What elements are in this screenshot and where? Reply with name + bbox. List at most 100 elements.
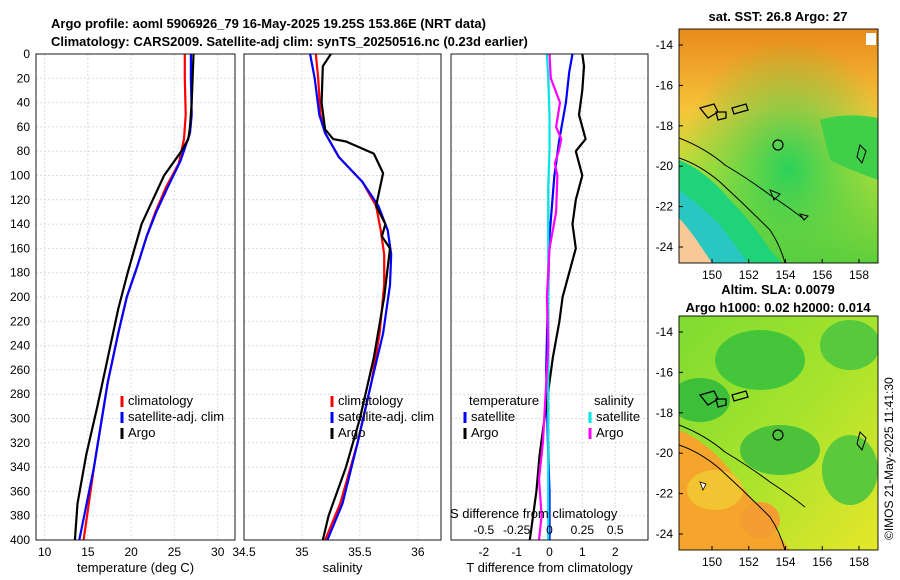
legend-satellite-adj: satellite-adj. clim (338, 409, 434, 424)
lat-tick-label: -14 (656, 325, 674, 339)
lat-tick-label: -24 (656, 527, 674, 541)
depth-tick-label: 180 (10, 266, 30, 280)
lat-tick-label: -16 (656, 78, 674, 92)
figure-title-line1: Argo profile: aoml 5906926_79 16-May-202… (51, 16, 486, 31)
legend-satellite-adj: satellite-adj. clim (128, 409, 224, 424)
plot-frame (450, 53, 649, 541)
difference-legend: temperature satellite Argo salinity sate… (463, 393, 640, 440)
sla-map (679, 316, 878, 550)
depth-tick-label: 400 (10, 533, 30, 547)
x-tick-label: 35 (295, 545, 309, 559)
legend-argo: Argo (128, 425, 155, 440)
lat-tick-label: -18 (656, 119, 674, 133)
sst-map-lon-axis: 150 152 154 156 158 (702, 259, 869, 282)
x-tick-label: 0 (546, 545, 553, 559)
lon-tick-label: 154 (775, 268, 795, 282)
lon-tick-label: 156 (812, 555, 832, 569)
x-tick-label: -1 (511, 545, 522, 559)
series-line-argo (73, 53, 195, 541)
depth-tick-label: 220 (10, 314, 30, 328)
lon-tick-label: 158 (849, 555, 869, 569)
depth-tick-label: 260 (10, 363, 30, 377)
legend-climatology: climatology (128, 393, 194, 408)
lat-tick-label: -22 (656, 200, 674, 214)
s-diff-tick-label: 0.5 (607, 523, 624, 537)
x-axis-label: T difference from climatology (466, 560, 633, 575)
depth-tick-label: 60 (17, 120, 31, 134)
depth-tick-label: 320 (10, 436, 30, 450)
sla-map-title-line2: Argo h1000: 0.02 h2000: 0.014 (686, 300, 872, 315)
depth-tick-label: 100 (10, 169, 30, 183)
temperature-legend: climatology satellite-adj. clim Argo (120, 393, 224, 440)
lat-tick-label: -14 (656, 38, 674, 52)
x-tick-label: 2 (612, 545, 619, 559)
temperature-profile-plot: 10 15 20 25 30 temperature (deg C) (35, 53, 236, 575)
x-tick-label: 34.5 (232, 545, 256, 559)
lat-tick-label: -20 (656, 446, 674, 460)
legend-sal-satellite: satellite (596, 409, 640, 424)
x-tick-label: 10 (38, 545, 52, 559)
sst-map-lat-axis: -14 -16 -18 -20 -22 -24 (656, 38, 683, 254)
legend-climatology: climatology (338, 393, 404, 408)
depth-tick-label: 120 (10, 193, 30, 207)
lat-tick-label: -18 (656, 406, 674, 420)
series-line-argo (320, 53, 392, 541)
depth-tick-label: 360 (10, 484, 30, 498)
sla-map-lat-axis: -14 -16 -18 -20 -22 -24 (656, 325, 683, 541)
depth-axis: 0 20 40 60 80 100 120 140 160 180 200 220 240 260 280 3… (10, 47, 30, 547)
lon-tick-label: 150 (702, 268, 722, 282)
depth-tick-label: 300 (10, 412, 30, 426)
lon-tick-label: 150 (702, 555, 722, 569)
depth-tick-label: 160 (10, 241, 30, 255)
legend-argo: Argo (338, 425, 365, 440)
depth-tick-label: 20 (17, 71, 31, 85)
plot-frame (243, 53, 442, 541)
s-diff-tick-label: 0.25 (571, 523, 595, 537)
depth-tick-label: 380 (10, 509, 30, 523)
sst-map (679, 29, 878, 263)
lon-tick-label: 158 (849, 268, 869, 282)
sla-map-lon-axis: 150 152 154 156 158 (702, 546, 869, 569)
legend-sal-argo: Argo (596, 425, 623, 440)
legend-salinity-title: salinity (594, 393, 634, 408)
depth-tick-label: 40 (17, 96, 31, 110)
x-axis-label: temperature (deg C) (77, 560, 194, 575)
sst-map-frame (678, 28, 879, 264)
s-difference-ticks: -0.5 -0.25 0 0.25 0.5 (473, 523, 623, 537)
legend-temp-satellite: satellite (471, 409, 515, 424)
lat-tick-label: -24 (656, 240, 674, 254)
s-diff-tick-label: -0.5 (473, 523, 494, 537)
depth-tick-label: 340 (10, 460, 30, 474)
sla-map-frame (678, 315, 879, 551)
lat-tick-label: -22 (656, 487, 674, 501)
lat-tick-label: -20 (656, 159, 674, 173)
sst-map-title: sat. SST: 26.8 Argo: 27 (709, 9, 848, 24)
plot-frame (35, 53, 236, 541)
x-axis-label: salinity (323, 560, 363, 575)
difference-profile-plot: -2 -1 0 1 2T difference from climatology (450, 53, 649, 575)
x-tick-label: -2 (478, 545, 489, 559)
series-line-temperature-argo (528, 53, 587, 541)
x-tick-label: 25 (168, 545, 182, 559)
imos-timestamp: ©IMOS 21-May-2025 11:41:30 (882, 377, 896, 540)
lon-tick-label: 154 (775, 555, 795, 569)
salinity-legend: climatology satellite-adj. clim Argo (330, 393, 434, 440)
x-tick-label: 30 (211, 545, 225, 559)
depth-tick-label: 280 (10, 387, 30, 401)
series-line-satellite-adj-clim (309, 53, 393, 541)
legend-temperature-title: temperature (469, 393, 539, 408)
depth-tick-label: 240 (10, 339, 30, 353)
x-tick-label: 15 (81, 545, 95, 559)
x-tick-label: 20 (124, 545, 138, 559)
depth-tick-label: 0 (23, 47, 30, 61)
depth-tick-label: 80 (17, 144, 31, 158)
series-line-climatology (82, 54, 187, 541)
lon-tick-label: 156 (812, 268, 832, 282)
salinity-profile-plot: 34.5 35 35.5 36 salinity (232, 53, 442, 575)
lon-tick-label: 152 (739, 555, 759, 569)
x-tick-label: 36 (411, 545, 425, 559)
depth-tick-label: 140 (10, 217, 30, 231)
sla-map-title-line1: Altim. SLA: 0.0079 (721, 282, 834, 297)
lon-tick-label: 152 (739, 268, 759, 282)
